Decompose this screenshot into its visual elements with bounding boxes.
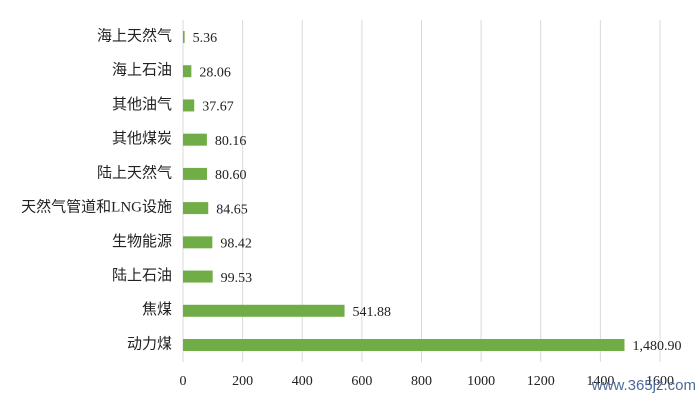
x-tick-label: 200 xyxy=(232,374,253,389)
bar xyxy=(183,65,192,78)
value-label: 98.42 xyxy=(220,237,252,252)
x-tick-label: 0 xyxy=(180,374,187,389)
y-tick-label: 天然气管道和LNG设施 xyxy=(21,199,172,216)
y-tick-label: 焦煤 xyxy=(142,301,172,318)
x-tick-label: 600 xyxy=(351,374,372,389)
bar xyxy=(183,99,195,112)
y-tick-label: 其他油气 xyxy=(112,96,172,113)
bar xyxy=(183,339,625,351)
value-label: 84.65 xyxy=(216,202,248,217)
x-tick-label: 800 xyxy=(411,374,432,389)
bar xyxy=(183,304,345,317)
value-label: 80.16 xyxy=(215,134,247,149)
y-tick-label: 陆上石油 xyxy=(112,267,172,284)
y-tick-label: 其他煤炭 xyxy=(112,130,172,147)
value-label: 37.67 xyxy=(202,100,234,115)
bar xyxy=(183,270,213,283)
bar xyxy=(183,236,213,249)
value-label: 5.36 xyxy=(193,31,218,46)
watermark: www.365jz.com xyxy=(591,377,696,394)
value-label: 541.88 xyxy=(353,305,392,320)
y-tick-label: 动力煤 xyxy=(127,335,172,352)
bar xyxy=(183,133,207,146)
value-label: 1,480.90 xyxy=(632,339,681,354)
bar xyxy=(183,31,185,43)
y-tick-label: 海上石油 xyxy=(112,62,172,79)
y-tick-label: 陆上天然气 xyxy=(97,164,172,181)
x-tick-label: 1400 xyxy=(586,374,614,389)
bar xyxy=(183,167,208,180)
value-label: 28.06 xyxy=(199,65,231,80)
x-tick-label: 1200 xyxy=(527,374,555,389)
y-tick-label: 生物能源 xyxy=(112,233,172,250)
value-label: 80.60 xyxy=(215,168,247,183)
x-tick-label: 1000 xyxy=(467,374,495,389)
bar xyxy=(183,202,209,215)
x-tick-label: 1600 xyxy=(646,374,674,389)
x-tick-label: 400 xyxy=(292,374,313,389)
value-label: 99.53 xyxy=(221,271,253,286)
y-tick-label: 海上天然气 xyxy=(97,27,172,44)
